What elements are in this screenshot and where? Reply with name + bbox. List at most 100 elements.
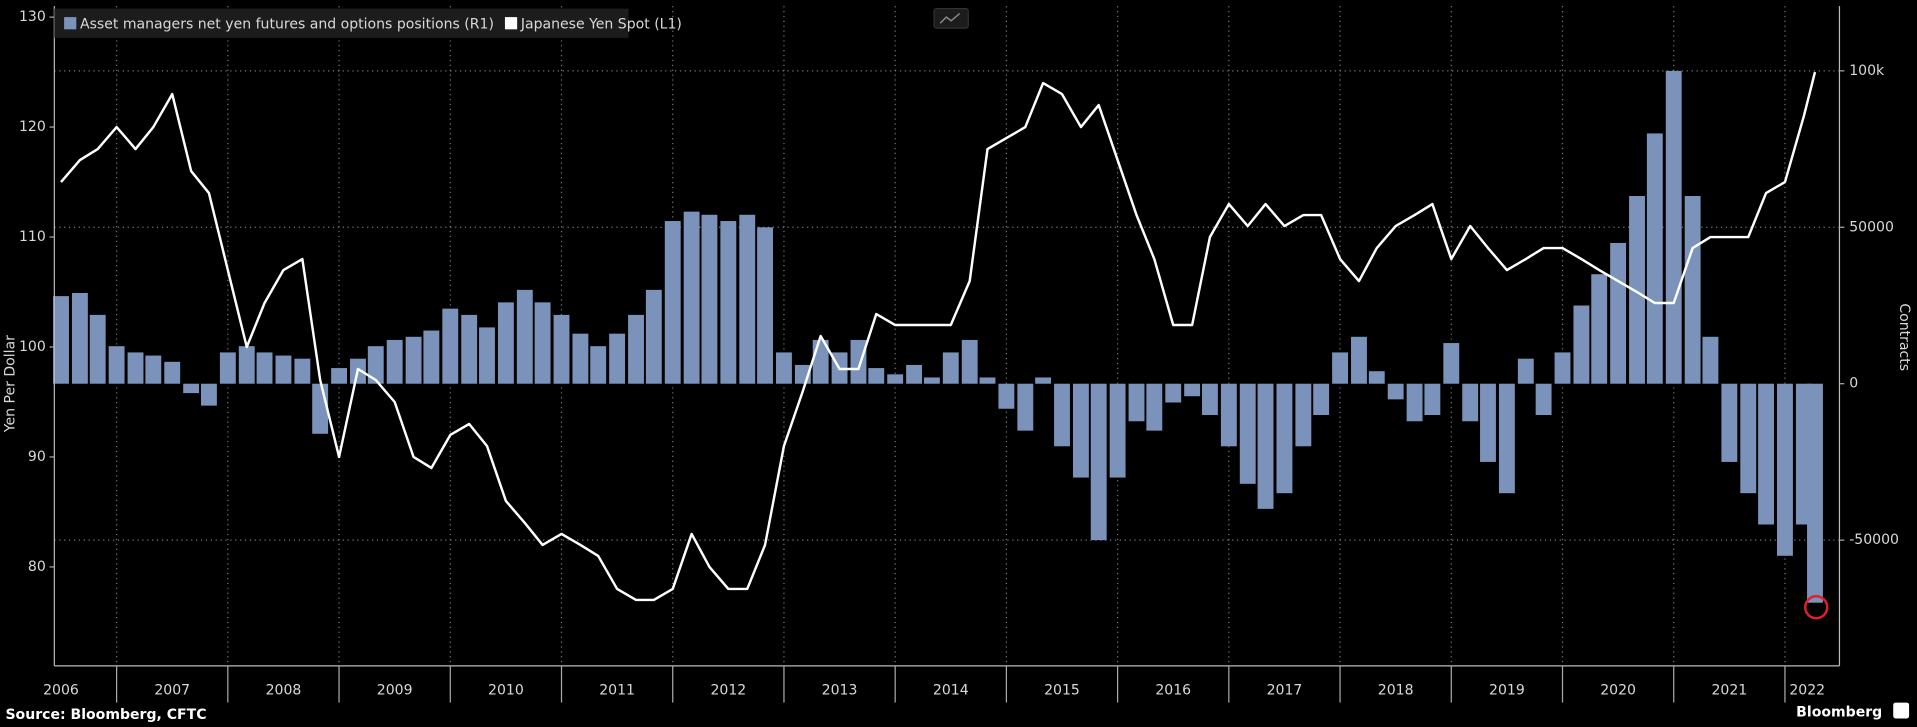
y-tick-label: 80: [28, 559, 46, 575]
y-tick-label: 100: [19, 339, 46, 355]
bar: [479, 327, 495, 384]
bar: [367, 346, 384, 384]
bar: [1368, 371, 1385, 384]
bar: [998, 383, 1015, 409]
bar: [1517, 358, 1534, 384]
bar: [1646, 133, 1663, 384]
bar: [1498, 383, 1515, 494]
bar: [850, 339, 867, 384]
bar: [1054, 383, 1070, 447]
bar: [1665, 70, 1682, 384]
y2-tick-label: 0: [1849, 376, 1858, 392]
line: [60, 71, 1817, 602]
bar: [108, 346, 125, 384]
bar: [628, 314, 644, 384]
bar: [590, 346, 607, 384]
bar: [1109, 383, 1126, 478]
bar: [1220, 383, 1237, 447]
x-tick-label: 2012: [710, 682, 746, 698]
bar: [1387, 383, 1404, 400]
bar: [1128, 383, 1145, 422]
bar: [887, 374, 904, 384]
y2-axis-title: Contracts: [1896, 303, 1912, 371]
bar: [1072, 383, 1089, 478]
bar: [294, 358, 311, 384]
x-tick-label: 2020: [1600, 682, 1636, 698]
bar: [1201, 383, 1218, 416]
x-tick-label: 2007: [154, 682, 190, 698]
bar: [1295, 383, 1312, 447]
bar: [645, 289, 662, 384]
bar: [1332, 352, 1349, 384]
chart-type-icon[interactable]: [939, 12, 961, 24]
bar: [720, 221, 737, 384]
bar: [1740, 383, 1757, 494]
bar: [1017, 383, 1034, 431]
x-tick-label: 2013: [822, 682, 858, 698]
bar: [127, 352, 144, 384]
bar: [1406, 383, 1423, 422]
bar: [664, 221, 681, 384]
x-tick-label: 2019: [1489, 682, 1525, 698]
bar: [1573, 305, 1590, 384]
bar: [1035, 377, 1052, 384]
bar: [1702, 336, 1719, 384]
bar: [405, 336, 422, 384]
bar: [145, 355, 162, 384]
bar: [1591, 274, 1608, 384]
bar: [1146, 383, 1163, 431]
legend-swatch: [64, 17, 77, 30]
bar: [609, 333, 626, 384]
bar: [868, 368, 885, 384]
bar: [1184, 383, 1201, 397]
bar: [739, 214, 756, 384]
bar: [1777, 383, 1793, 556]
legend-box: [54, 8, 629, 38]
bar: [516, 289, 533, 384]
bar: [312, 383, 329, 434]
brand-logo: Bloomberg: [1796, 704, 1882, 720]
x-tick-label: 2014: [933, 682, 969, 698]
x-tick-label: 2015: [1044, 682, 1080, 698]
bar: [423, 330, 440, 384]
x-tick-label: 2018: [1378, 682, 1414, 698]
bar: [53, 296, 69, 384]
bar: [1090, 383, 1107, 541]
bar: [386, 339, 403, 384]
bar: [1554, 352, 1571, 384]
bar: [906, 364, 923, 384]
bar: [961, 339, 978, 384]
source-note: Source: Bloomberg, CFTC: [5, 707, 206, 723]
bar: [1807, 383, 1823, 603]
y2-tick-label: -50000: [1849, 532, 1899, 548]
bar: [1610, 242, 1627, 384]
brand-icon: [1893, 702, 1910, 719]
bar: [1629, 196, 1645, 384]
x-tick-label: 2008: [266, 682, 302, 698]
bar: [183, 383, 200, 394]
bar: [1165, 383, 1182, 403]
bar: [1480, 383, 1496, 462]
y-axis-title: Yen Per Dollar: [2, 335, 18, 433]
bar: [701, 214, 718, 384]
legend-label: Asset managers net yen futures and optio…: [80, 16, 494, 32]
y-tick-label: 130: [19, 9, 46, 25]
x-tick-label: 2022: [1789, 682, 1825, 698]
bar: [757, 227, 773, 384]
chart-type-button[interactable]: [933, 7, 969, 29]
bar: [461, 314, 478, 384]
legend-swatch: [504, 17, 518, 30]
bar: [164, 361, 181, 384]
bar: [1535, 383, 1552, 416]
bar: [1758, 383, 1774, 525]
bar: [1313, 383, 1330, 416]
bar: [683, 211, 700, 384]
bar: [238, 346, 255, 384]
y-tick-label: 110: [19, 229, 46, 245]
bar: [71, 292, 88, 384]
bar: [534, 302, 551, 384]
bar: [1239, 383, 1256, 484]
bar: [1462, 383, 1479, 422]
x-tick-label: 2009: [377, 682, 413, 698]
